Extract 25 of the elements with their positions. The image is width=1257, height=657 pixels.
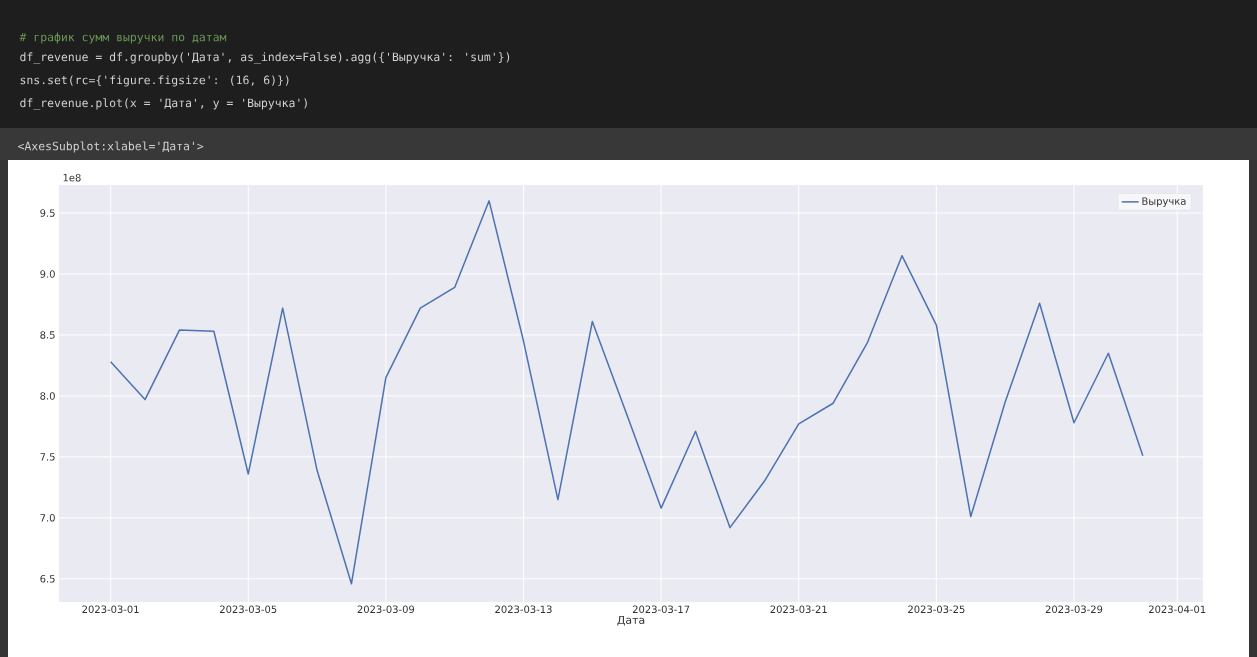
y-tick-label: 7.5	[40, 453, 55, 461]
y-tick-label: 7.0	[40, 514, 55, 522]
y-tick-label: 9.0	[40, 270, 55, 278]
x-axis-title: Дата	[617, 615, 645, 626]
y-tick-label: 9.5	[40, 209, 55, 217]
x-tick-label: 2023-03-21	[770, 605, 827, 614]
text: sns.set(rc={'figure.figsize': (16, 6)})	[20, 75, 289, 87]
x-tick-label: 2023-03-05	[220, 605, 277, 614]
x-tick-label: 2023-03-25	[908, 605, 965, 614]
x-tick-label: 2023-04-01	[1149, 605, 1206, 614]
legend-label: Выручка	[1142, 197, 1186, 207]
text: # график сумм выручки по датам	[19, 32, 227, 44]
line-series	[109, 200, 1144, 585]
text: df_revenue = df.groupby('Дата', as_index=False).agg({'Выручка': 'sum'})	[20, 52, 510, 64]
y-tick-label: 6.5	[40, 575, 55, 583]
text: df_revenue.plot(x = 'Дата', y = 'Выручка')	[20, 98, 307, 110]
text: 1e8	[63, 173, 81, 182]
text: <AxesSubplot:xlabel='Дата'>	[18, 141, 204, 153]
x-tick-label: 2023-03-13	[495, 605, 552, 614]
x-tick-label: 2023-03-17	[632, 605, 690, 614]
y-tick-label: 8.0	[40, 392, 55, 400]
x-tick-label: 2023-03-09	[357, 605, 415, 614]
x-tick-label: 2023-03-29	[1045, 605, 1103, 614]
y-tick-label: 8.5	[40, 331, 55, 339]
x-tick-label: 2023-03-01	[82, 605, 139, 614]
